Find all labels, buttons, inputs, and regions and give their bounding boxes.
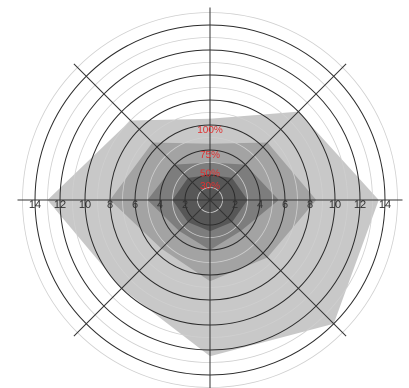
tick-label-right-8: 8 — [307, 199, 313, 211]
tick-label-left-14: 14 — [29, 199, 41, 211]
tick-label-left-6: 6 — [132, 199, 138, 211]
level-label-1: 75% — [200, 150, 220, 161]
grid-spoke-45 — [209, 63, 347, 201]
tick-label-right-2: 2 — [232, 199, 238, 211]
tick-label-left-8: 8 — [107, 199, 113, 211]
tick-label-right-10: 10 — [329, 199, 341, 211]
tick-label-left-10: 10 — [79, 199, 91, 211]
tick-label-right-6: 6 — [282, 199, 288, 211]
radar-grid — [17, 7, 403, 388]
tick-label-left-12: 12 — [54, 199, 66, 211]
tick-label-right-14: 14 — [379, 199, 391, 211]
grid-spoke-315 — [209, 199, 347, 337]
grid-spoke-135 — [73, 63, 211, 201]
grid-spoke-225 — [73, 199, 211, 337]
level-labels: 100% 75% 50%30% — [197, 125, 223, 192]
level-label-2: 50% — [200, 169, 220, 180]
level-label-3: 30% — [200, 181, 220, 192]
tick-label-left-4: 4 — [157, 199, 163, 211]
axis-tick-labels: 2 2 4 4 6 6 8 8 10 10 12 12 14 14 — [29, 199, 391, 211]
tick-label-left-2: 2 — [182, 199, 188, 211]
tick-label-right-12: 12 — [354, 199, 366, 211]
level-label-0: 100% — [197, 125, 223, 136]
tick-label-right-4: 4 — [257, 199, 263, 211]
